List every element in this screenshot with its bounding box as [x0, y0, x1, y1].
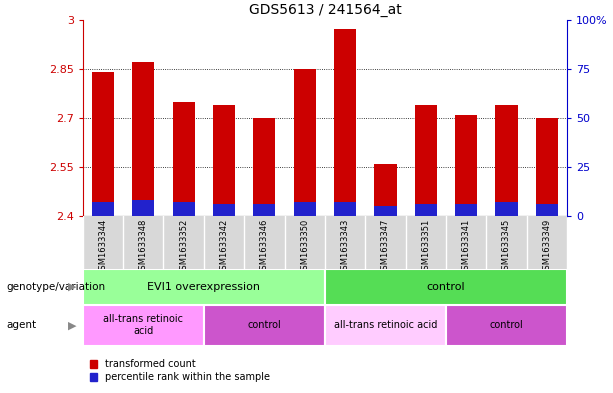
Bar: [455, 115, 478, 216]
Text: control: control: [490, 320, 524, 330]
Text: ▶: ▶: [68, 282, 77, 292]
Bar: [375, 164, 397, 216]
Bar: [83, 305, 204, 346]
Bar: [213, 204, 235, 216]
Bar: [83, 269, 325, 305]
Text: GSM1633349: GSM1633349: [543, 219, 551, 275]
Bar: [204, 305, 325, 346]
Bar: [325, 269, 567, 305]
Bar: [253, 204, 275, 216]
Text: control: control: [427, 282, 465, 292]
Text: GSM1633348: GSM1633348: [139, 219, 148, 275]
Text: GSM1633352: GSM1633352: [179, 219, 188, 275]
Bar: [536, 204, 558, 216]
Bar: [334, 29, 356, 216]
Bar: [495, 202, 517, 216]
Bar: [446, 305, 567, 346]
Bar: [414, 105, 437, 216]
Bar: [92, 202, 114, 216]
Text: genotype/variation: genotype/variation: [6, 282, 105, 292]
Bar: [495, 105, 517, 216]
Text: control: control: [248, 320, 281, 330]
Bar: [213, 105, 235, 216]
Text: GSM1633342: GSM1633342: [219, 219, 229, 275]
Bar: [334, 202, 356, 216]
Text: EVI1 overexpression: EVI1 overexpression: [147, 282, 261, 292]
Bar: [172, 202, 195, 216]
Bar: [375, 206, 397, 216]
Bar: [414, 204, 437, 216]
Bar: [172, 101, 195, 216]
Text: GSM1633344: GSM1633344: [99, 219, 107, 275]
Bar: [92, 72, 114, 216]
Bar: [325, 305, 446, 346]
Bar: [455, 204, 478, 216]
Bar: [536, 118, 558, 216]
Text: GSM1633346: GSM1633346: [260, 219, 269, 275]
Bar: [132, 200, 154, 216]
Text: all-trans retinoic acid: all-trans retinoic acid: [333, 320, 437, 330]
Text: GSM1633351: GSM1633351: [421, 219, 430, 275]
Title: GDS5613 / 241564_at: GDS5613 / 241564_at: [248, 3, 402, 17]
Bar: [294, 202, 316, 216]
Text: GSM1633341: GSM1633341: [462, 219, 471, 275]
Text: GSM1633343: GSM1633343: [341, 219, 349, 275]
Text: all-trans retinoic
acid: all-trans retinoic acid: [103, 314, 183, 336]
Text: GSM1633345: GSM1633345: [502, 219, 511, 275]
Text: agent: agent: [6, 320, 36, 330]
Text: GSM1633350: GSM1633350: [300, 219, 309, 275]
Text: GSM1633347: GSM1633347: [381, 219, 390, 275]
Bar: [253, 118, 275, 216]
Legend: transformed count, percentile rank within the sample: transformed count, percentile rank withi…: [88, 357, 272, 384]
Bar: [132, 62, 154, 216]
Bar: [294, 69, 316, 216]
Text: ▶: ▶: [68, 320, 77, 330]
